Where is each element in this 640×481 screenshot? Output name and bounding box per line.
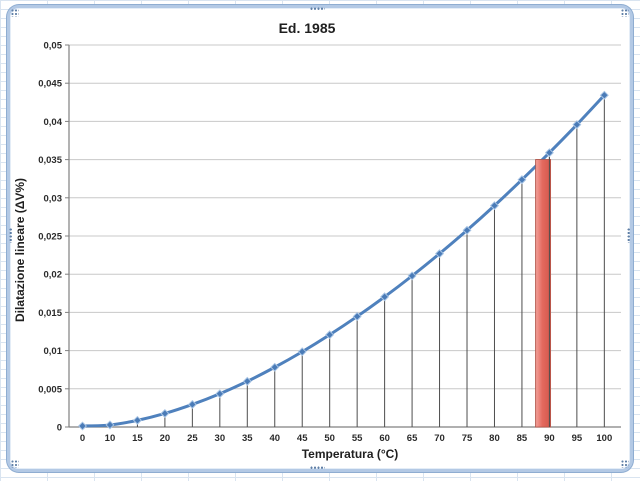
x-tick-label: 10 xyxy=(105,433,116,444)
x-tick-label: 25 xyxy=(187,433,198,444)
x-tick-label: 95 xyxy=(572,433,583,444)
drop-lines xyxy=(82,95,605,427)
x-tick-label: 20 xyxy=(160,433,171,444)
data-series-line xyxy=(81,93,606,428)
resize-handle-bottom[interactable] xyxy=(310,466,325,470)
x-tick-label: 90 xyxy=(544,433,555,444)
highlight-bar-overlay xyxy=(535,159,552,428)
x-tick-label: 55 xyxy=(352,433,363,444)
data-point-marker xyxy=(160,408,170,418)
data-point-marker xyxy=(517,175,527,185)
data-markers xyxy=(77,90,609,431)
resize-handle-bottom-left[interactable] xyxy=(11,460,19,468)
data-point-marker xyxy=(215,389,225,399)
data-point-marker xyxy=(187,399,197,409)
axes xyxy=(65,44,621,428)
y-tick-label: 0,025 xyxy=(38,232,62,243)
y-tick-label: 0,02 xyxy=(44,270,63,281)
series-path xyxy=(81,93,606,428)
data-point-marker xyxy=(435,249,445,259)
data-point-marker xyxy=(77,421,88,431)
y-tick-label: 0,05 xyxy=(44,41,63,52)
x-tick-label: 75 xyxy=(462,433,473,444)
resize-handle-top[interactable] xyxy=(310,7,325,11)
chart-canvas: 0 0,005 0,01 0,015 0,02 0,025 0,03 0,035 0,04 0,0… xyxy=(13,20,621,461)
y-tick-label: 0,005 xyxy=(38,384,62,395)
resize-handle-top-right[interactable] xyxy=(621,9,629,17)
x-tick-label: 40 xyxy=(269,433,280,444)
resize-handle-left[interactable] xyxy=(9,228,13,243)
data-point-marker xyxy=(407,271,417,281)
y-tick-label: 0,03 xyxy=(44,193,63,204)
y-tick-label: 0,015 xyxy=(38,308,62,319)
data-point-marker xyxy=(325,330,335,340)
data-point-marker xyxy=(462,225,472,235)
x-tick-label: 35 xyxy=(242,433,253,444)
y-tick-label: 0,01 xyxy=(44,346,63,357)
gridlines xyxy=(69,44,621,390)
data-point-marker xyxy=(380,292,390,302)
data-point-marker xyxy=(489,201,499,211)
y-axis-title: Dilatazione lineare (ΔV%) xyxy=(13,178,27,322)
x-tick-label: 60 xyxy=(379,433,390,444)
data-point-marker xyxy=(352,311,362,321)
x-tick-label: 85 xyxy=(517,433,528,444)
highlight-bar-rect xyxy=(535,159,552,428)
tick-labels: 0 0,005 0,01 0,015 0,02 0,025 0,03 0,035 0,04 0,0… xyxy=(38,41,612,445)
x-tick-label: 70 xyxy=(434,433,445,444)
resize-handle-top-left[interactable] xyxy=(11,9,19,17)
x-tick-label: 0 xyxy=(80,433,85,444)
y-tick-label: 0 xyxy=(57,423,62,434)
chart-object[interactable]: 0 0,005 0,01 0,015 0,02 0,025 0,03 0,035 0,04 0,0… xyxy=(7,5,633,472)
y-tick-label: 0,045 xyxy=(38,79,62,90)
x-tick-label: 15 xyxy=(132,433,143,444)
resize-handle-right[interactable] xyxy=(627,228,631,243)
x-tick-label: 100 xyxy=(596,433,612,444)
x-tick-label: 65 xyxy=(407,433,418,444)
data-point-marker xyxy=(297,347,307,357)
x-tick-label: 30 xyxy=(215,433,226,444)
y-tick-label: 0,035 xyxy=(38,155,62,166)
data-point-marker xyxy=(544,148,554,158)
chart-title: Ed. 1985 xyxy=(279,20,336,36)
data-point-marker xyxy=(242,376,252,386)
data-point-marker xyxy=(572,120,582,130)
data-point-marker xyxy=(132,415,142,425)
resize-handle-bottom-right[interactable] xyxy=(621,460,629,468)
data-point-marker xyxy=(599,90,609,100)
data-point-marker xyxy=(105,420,115,430)
x-tick-label: 45 xyxy=(297,433,308,444)
x-axis-title: Temperatura (°C) xyxy=(302,447,399,461)
x-tick-label: 80 xyxy=(489,433,500,444)
x-tick-label: 50 xyxy=(324,433,335,444)
data-point-marker xyxy=(270,362,280,372)
y-tick-label: 0,04 xyxy=(44,117,63,128)
